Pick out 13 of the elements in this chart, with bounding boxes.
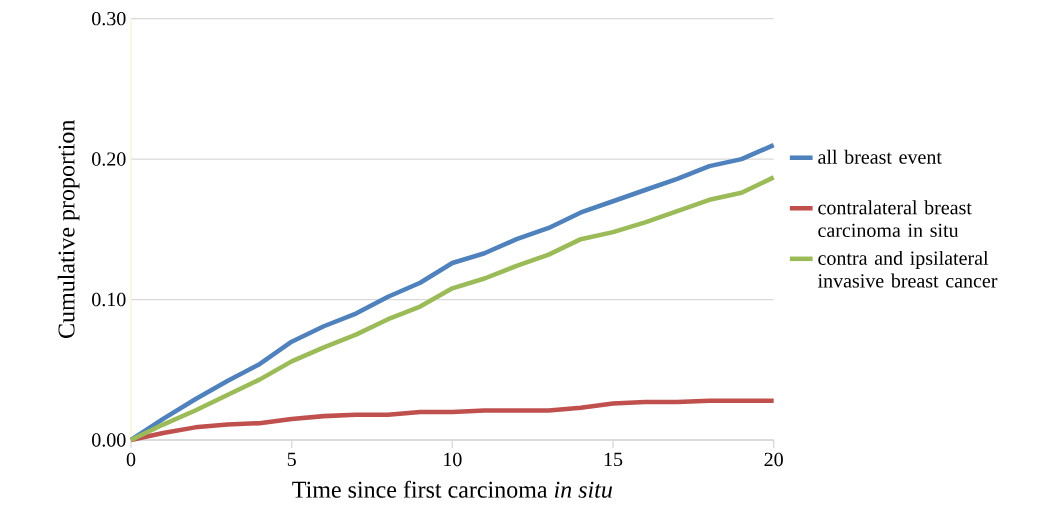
legend-label: contra and ipsilateral invasive breast cancer: [817, 250, 998, 288]
y-tick-label: 0.00: [92, 433, 126, 447]
legend-label: all breast event: [818, 149, 942, 164]
x-tick-label: 5: [287, 452, 296, 466]
x-tick-label: 10: [444, 452, 462, 467]
x-tick-label: 20: [764, 452, 783, 467]
y-tick-label: 0.30: [92, 11, 126, 26]
x-axis-title: Time since first carcinoma in situ: [292, 480, 613, 498]
y-tick-label: 0.10: [92, 292, 126, 307]
y-axis-title: Cumulative proportion: [57, 120, 80, 338]
x-tick-label: 0: [126, 452, 136, 467]
y-tick-label: 0.20: [92, 152, 126, 166]
x-tick-label: 15: [604, 452, 623, 467]
